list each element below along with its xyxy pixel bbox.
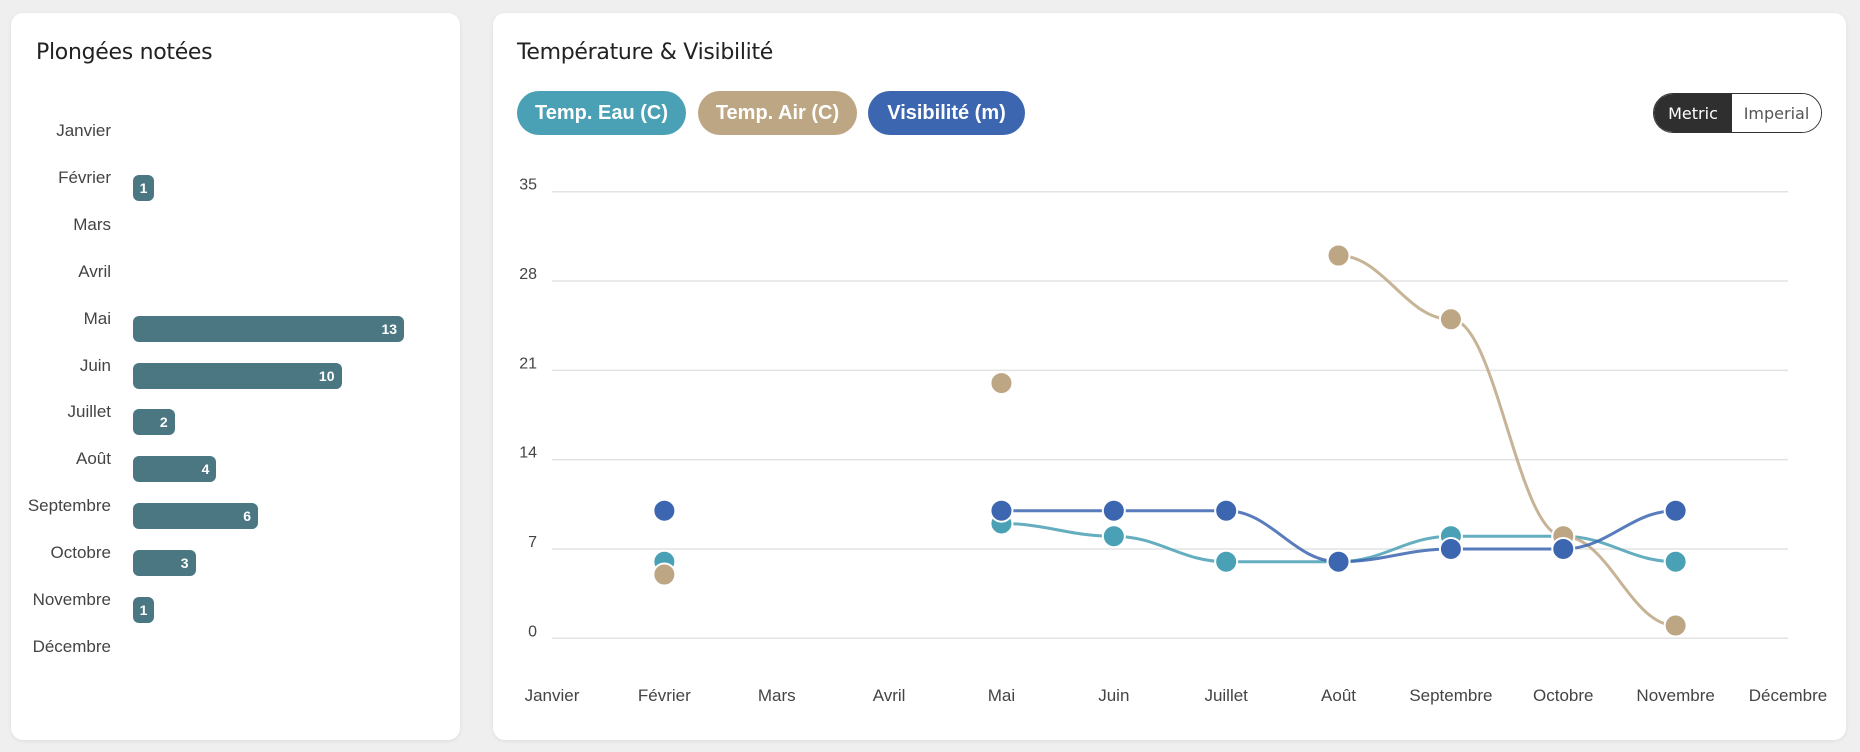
bar-row: Octobre 3 [11,543,451,577]
bar-category-label: Mai [83,308,111,328]
x-tick-label: Mai [988,686,1015,705]
data-point[interactable] [1326,549,1351,574]
bar-category-label: Février [58,167,111,187]
bar[interactable]: 13 [133,315,405,342]
bar[interactable]: 2 [133,409,175,436]
bar-category-label: Août [76,449,111,469]
y-tick-label: 7 [528,534,537,551]
bar-category-label: Décembre [32,636,111,656]
bar-category-label: Juillet [67,402,111,422]
bar-row: Septembre 6 [11,496,451,530]
dives-card: Plongées notées Janvier Février 1 Mars Avril… [11,13,460,740]
data-point[interactable] [652,562,677,587]
bar-category-label: Septembre [27,496,111,516]
air-temp-series-button[interactable]: Temp. Air (C) [698,91,857,135]
x-tick-label: Janvier [525,686,580,705]
y-tick-label: 28 [519,266,537,283]
x-tick-label: Août [1321,686,1356,705]
data-point[interactable] [1101,524,1126,549]
unit-toggle: Metric Imperial [1653,93,1822,133]
bar-row: Mars [11,215,451,245]
metric-option[interactable]: Metric [1654,94,1732,132]
data-point[interactable] [1214,549,1239,574]
temp-visibility-title: Température & Visibilité [517,40,774,65]
bar-category-label: Novembre [32,590,111,609]
temp-visibility-line-chart: 0 7 14 21 28 35 Janvier Février Mars Avril Mai Juin… [519,177,1827,705]
data-point[interactable] [1663,498,1688,523]
bar[interactable]: 10 [133,362,342,389]
bar-row: Mai 13 [11,308,451,342]
series-line [1337,254,1678,628]
data-point[interactable] [1326,243,1351,268]
water-temp-series-button[interactable]: Temp. Eau (C) [517,91,686,135]
data-point[interactable] [1438,307,1463,332]
data-point[interactable] [1663,549,1688,574]
bar-row: Janvier [11,121,451,151]
visibility-series-button[interactable]: Visibilité (m) [868,91,1025,135]
bar-category-label: Avril [78,261,111,281]
temp-visibility-card: Température & Visibilité Temp. Eau (C) T… [493,13,1846,740]
bar[interactable]: 3 [133,550,196,577]
data-point[interactable] [1101,498,1126,523]
data-point[interactable] [1551,536,1576,561]
x-tick-label: Février [638,686,691,705]
bar-row: Août 4 [11,449,451,483]
x-tick-label: Juin [1098,686,1129,705]
data-point[interactable] [989,498,1014,523]
bar-row: Décembre [11,637,451,667]
x-tick-label: Mars [758,686,796,705]
y-tick-label: 35 [519,177,537,194]
bar[interactable]: 1 [133,174,154,201]
x-tick-label: Novembre [1636,686,1714,705]
y-tick-label: 21 [519,355,537,372]
dives-title: Plongées notées [36,40,213,65]
y-tick-label: 14 [519,445,537,462]
bar-category-label: Janvier [56,121,111,140]
imperial-option[interactable]: Imperial [1732,94,1821,132]
bar-category-label: Mars [73,214,111,234]
bar-row: Avril [11,262,451,292]
x-tick-label: Décembre [1749,686,1827,705]
bar[interactable]: 6 [133,503,259,530]
bar-row: Juin 10 [11,355,451,389]
bar-row: Juillet 2 [11,402,451,436]
bar-row: Novembre 1 [11,590,451,623]
x-tick-label: Septembre [1409,686,1492,705]
data-point[interactable] [1663,613,1688,638]
y-tick-label: 0 [528,623,537,640]
data-point[interactable] [652,498,677,523]
bar-category-label: Juin [79,355,111,375]
bar[interactable]: 1 [133,597,154,623]
data-point[interactable] [1438,536,1463,561]
data-point[interactable] [1214,498,1239,523]
bar-row: Février 1 [11,167,451,201]
bar-category-label: Octobre [50,543,111,563]
x-tick-label: Juillet [1204,686,1248,705]
x-tick-label: Octobre [1533,686,1593,705]
data-point[interactable] [989,371,1014,396]
bar[interactable]: 4 [133,456,217,483]
x-tick-label: Avril [873,686,906,705]
